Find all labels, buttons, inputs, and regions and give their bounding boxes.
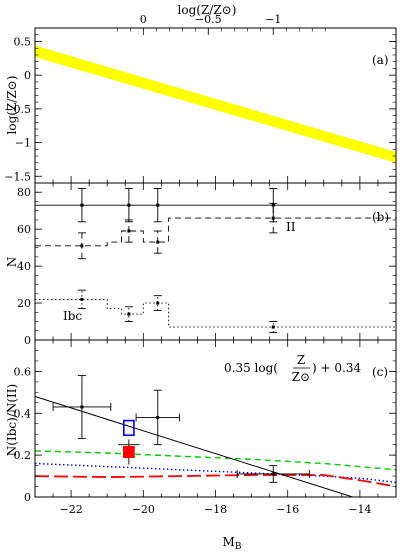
panel-b-frame [34, 182, 397, 341]
y-tick-label: 0 [24, 69, 31, 82]
y-tick-label: 20 [17, 297, 31, 310]
annotation-numerator: Z [297, 353, 305, 367]
panel-c: 0.6 0.4 0.2 0 −22 −20 −18 −16 −14 [14, 339, 397, 516]
x-tick-label: −22 [59, 503, 82, 516]
y-tick-label: 0 [24, 491, 31, 504]
data-point [127, 312, 131, 316]
data-point [80, 297, 84, 301]
panel-b-ylabel: N [5, 257, 19, 268]
y-tick-label: −1 [15, 137, 31, 150]
data-point [156, 203, 160, 207]
y-tick-label: 0.2 [14, 449, 32, 462]
series-line-2 [35, 298, 396, 328]
data-point [156, 301, 160, 305]
data-point [156, 415, 160, 419]
data-point [127, 203, 131, 207]
model-curve-0 [35, 450, 396, 471]
x-axis-label: MB [223, 535, 242, 552]
data-point [271, 325, 275, 329]
series-label-ibc: Ibc [63, 309, 82, 323]
y-tick-label: 80 [17, 186, 31, 199]
series-line-1 [35, 217, 396, 247]
panel-c-label: (c) [372, 365, 388, 379]
data-point [271, 216, 275, 220]
y-tick-label: 0.4 [14, 407, 32, 420]
x-tick-label: −14 [348, 503, 371, 516]
metallicity-band [35, 45, 396, 163]
y-tick-label: −1.5 [4, 170, 31, 183]
panel-b: 80 60 40 20 0 [17, 182, 397, 347]
estimate-box-1 [123, 445, 135, 459]
model-curve-1 [35, 462, 396, 483]
panel-c-frame [34, 339, 397, 498]
fit-line [35, 396, 353, 497]
x-tick-label: −18 [204, 503, 227, 516]
annotation-suffix: ) + 0.34 [312, 361, 361, 375]
top-tick-label: 0 [140, 13, 147, 26]
data-point [80, 405, 84, 409]
y-tick-label: −0.5 [4, 103, 31, 116]
panel-a-ylabel: log(Z/Z⊙) [5, 76, 19, 135]
panel-c-plot-area [35, 375, 396, 497]
y-tick-label: 40 [17, 260, 31, 273]
data-point [156, 240, 160, 244]
annotation-denominator: Z⊙ [292, 370, 310, 384]
series-label-ii: II [286, 220, 296, 234]
data-point [271, 203, 275, 207]
panel-c-ylabel: N(Ibc)/N(II) [5, 384, 19, 456]
x-tick-label: −20 [132, 503, 155, 516]
y-tick-label: 0.5 [14, 35, 32, 48]
top-tick-label: −0.5 [195, 13, 222, 26]
data-point [80, 203, 84, 207]
data-point [271, 472, 275, 476]
panel-b-label: (b) [372, 210, 389, 224]
panel-a: 0 −0.5 −1 0.5 0 −0.5 −1 −1.5 [4, 13, 397, 184]
estimate-box-0 [123, 419, 135, 437]
top-axis-label: log(Z/Z⊙) [178, 3, 237, 17]
model-curve-2 [35, 474, 396, 488]
y-tick-label: 60 [17, 223, 31, 236]
data-point [80, 244, 84, 248]
annotation-prefix: 0.35 log( [224, 361, 278, 375]
y-tick-label: 0 [24, 334, 31, 347]
panel-a-label: (a) [372, 53, 389, 67]
y-tick-label: 0.6 [14, 365, 32, 378]
top-tick-label: −1 [265, 13, 281, 26]
fit-annotation: 0.35 log( Z Z⊙ ) + 0.34 [224, 353, 361, 384]
x-tick-label: −16 [276, 503, 299, 516]
data-point [127, 229, 131, 233]
